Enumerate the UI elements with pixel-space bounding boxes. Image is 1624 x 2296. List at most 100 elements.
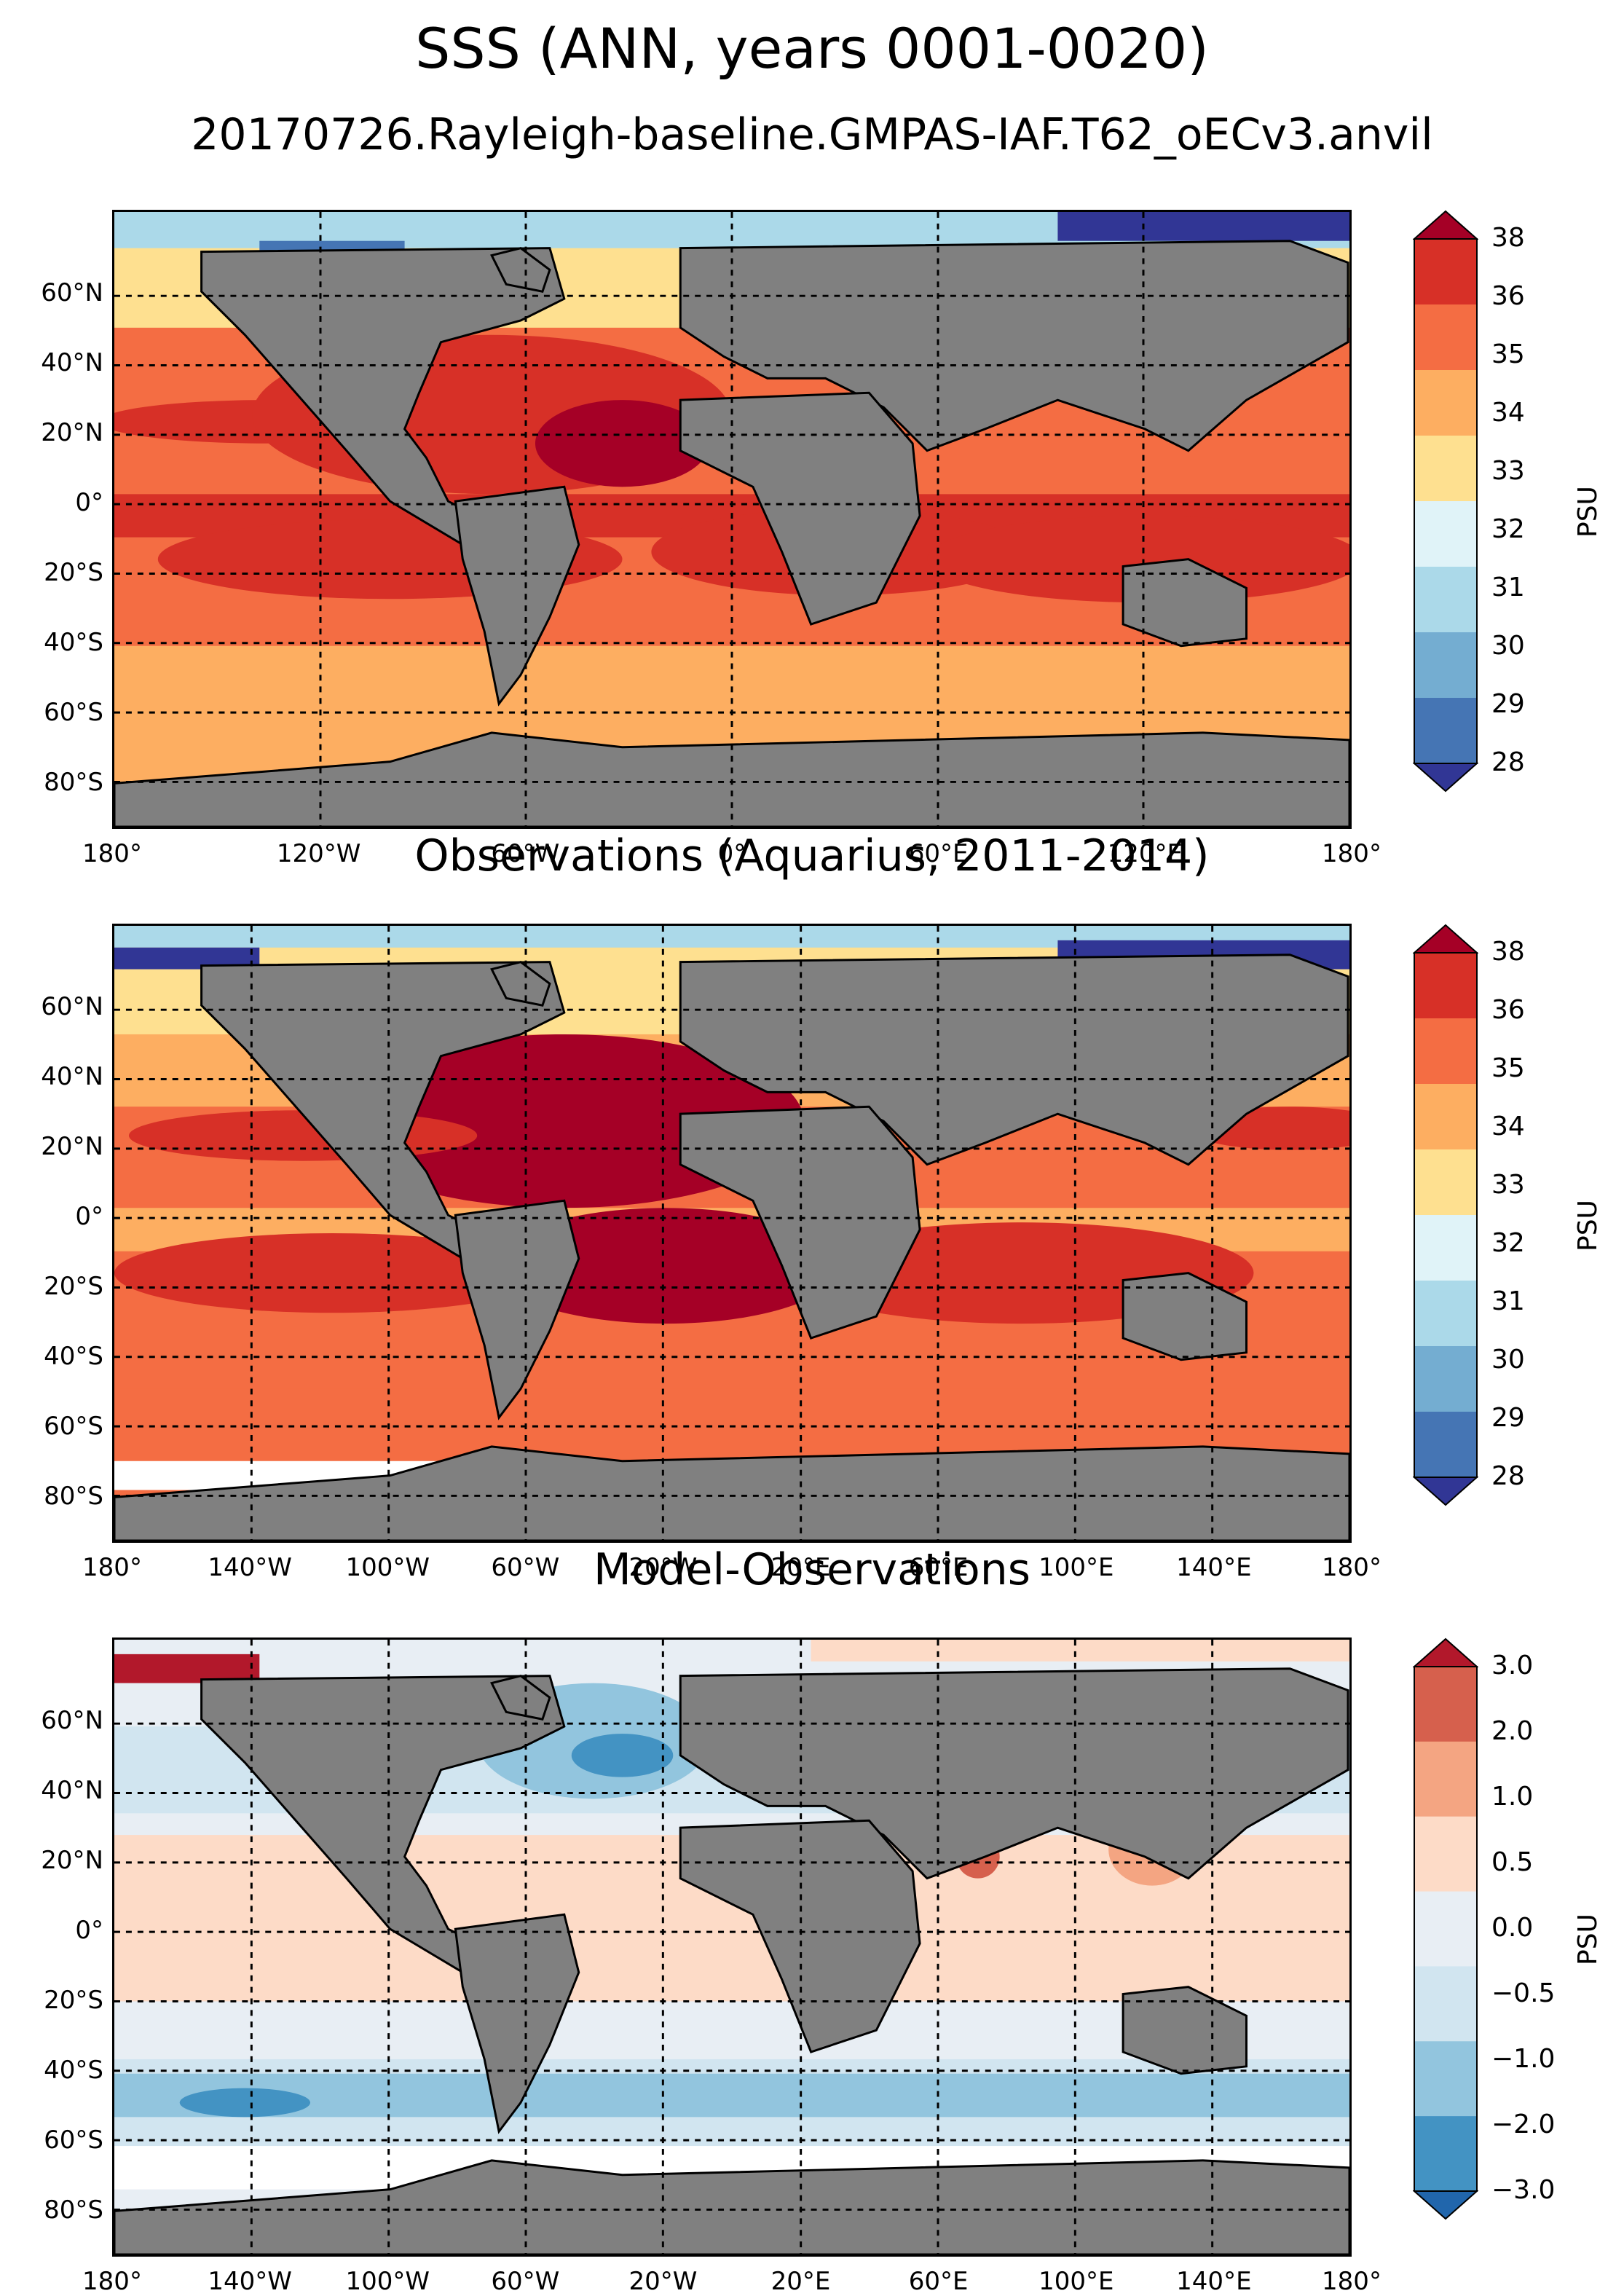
latitude-tick-label: 20°S <box>44 1272 103 1301</box>
longitude-tick-label: 100°W <box>345 2267 430 2296</box>
longitude-tick-label: 60°E <box>908 1553 969 1582</box>
colorbar-tick-label: 3.0 <box>1491 1651 1534 1680</box>
colorbar-tick-label: −1.0 <box>1491 2044 1556 2074</box>
colorbar-outline <box>1414 238 1478 764</box>
model-sss-map <box>112 210 1352 829</box>
colorbar-tick-label: 33 <box>1491 1170 1525 1200</box>
colorbar-swatch <box>1414 1149 1477 1216</box>
bias-sss-field <box>114 1640 1349 2254</box>
colorbar-tick-label: 32 <box>1491 514 1525 544</box>
longitude-tick-label: 60°E <box>908 2267 969 2296</box>
colorbar-swatch <box>1414 1346 1477 1412</box>
latitude-tick-label: 20°N <box>41 418 103 447</box>
colorbar-swatch <box>1412 210 1479 240</box>
colorbar-tick-label: 0.5 <box>1491 1847 1534 1877</box>
colorbar-tick-label: 1.0 <box>1491 1782 1534 1812</box>
latitude-tick-label: 60°S <box>44 698 103 727</box>
colorbar-swatch <box>1412 2190 1479 2220</box>
longitude-tick-label: 180° <box>82 1553 142 1582</box>
colorbar-tick-label: 33 <box>1491 456 1525 486</box>
colorbar-swatch <box>1414 1667 1477 1742</box>
longitude-tick-label: 140°W <box>208 1553 292 1582</box>
longitude-tick-label: 100°E <box>1038 2267 1114 2296</box>
latitude-tick-label: 0° <box>75 1202 103 1231</box>
colorbar-swatch <box>1414 370 1477 436</box>
colorbar-tick-label: 29 <box>1491 689 1525 719</box>
figure-title: SSS (ANN, years 0001-0020) <box>415 16 1209 81</box>
longitude-tick-label: 140°E <box>1176 1553 1252 1582</box>
latitude-tick-label: 40°N <box>41 1062 103 1091</box>
longitude-tick-label: 20°E <box>770 1553 831 1582</box>
colorbar-outline <box>1414 1666 1478 2192</box>
colorbar-tick-label: 28 <box>1491 1461 1525 1491</box>
latitude-tick-label: 60°N <box>41 992 103 1021</box>
colorbar-units-label: PSU <box>1573 486 1603 538</box>
colorbar-swatch <box>1412 1477 1479 1506</box>
colorbar-tick-label: 36 <box>1491 995 1525 1025</box>
colorbar-tick-label: 34 <box>1491 1112 1525 1141</box>
longitude-tick-label: 100°W <box>345 1553 430 1582</box>
longitude-tick-label: 140°W <box>208 2267 292 2296</box>
colorbar-outline <box>1414 952 1478 1478</box>
colorbar-tick-label: 38 <box>1491 937 1525 967</box>
longitude-tick-label: 140°E <box>1176 2267 1252 2296</box>
longitude-tick-label: 180° <box>82 2267 142 2296</box>
colorbar-swatch <box>1414 1741 1477 1817</box>
colorbar-tick-label: 30 <box>1491 631 1525 661</box>
colorbar-swatch <box>1414 1816 1477 1892</box>
longitude-tick-label: 0° <box>717 839 746 868</box>
latitude-tick-label: 80°S <box>44 768 103 797</box>
latitude-tick-label: 80°S <box>44 1482 103 1511</box>
latitude-tick-label: 80°S <box>44 2195 103 2225</box>
latitude-tick-label: 40°S <box>44 628 103 657</box>
colorbar-swatch <box>1414 1281 1477 1347</box>
colorbar-swatch <box>1414 632 1477 699</box>
colorbar-tick-label: 30 <box>1491 1345 1525 1375</box>
latitude-tick-label: 0° <box>75 1916 103 1945</box>
colorbar-tick-label: 35 <box>1491 1053 1525 1083</box>
colorbar-swatches <box>1412 924 1479 1506</box>
latitude-tick-label: 60°S <box>44 1412 103 1441</box>
figure-subtitle: 20170726.Rayleigh-baseline.GMPAS-IAF.T62… <box>191 109 1433 160</box>
bias-sss-map <box>112 1638 1352 2257</box>
latitude-tick-label: 40°N <box>41 348 103 377</box>
model-sss-field <box>114 212 1349 827</box>
longitude-tick-label: 180° <box>1322 2267 1381 2296</box>
colorbar-tick-label: −3.0 <box>1491 2175 1556 2205</box>
latitude-tick-label: 60°S <box>44 2126 103 2155</box>
latitude-tick-label: 40°N <box>41 1776 103 1805</box>
colorbar-swatch <box>1414 1891 1477 1967</box>
colorbar-tick-label: 31 <box>1491 1286 1525 1316</box>
colorbar-swatch <box>1412 763 1479 793</box>
colorbar-swatch <box>1414 501 1477 567</box>
longitude-tick-label: 180° <box>1322 839 1381 868</box>
bias-colorbar <box>1412 1638 1479 2220</box>
colorbar-swatch <box>1414 1084 1477 1150</box>
longitude-tick-label: 60°E <box>908 839 969 868</box>
colorbar-swatch <box>1414 567 1477 633</box>
colorbar-tick-label: 29 <box>1491 1403 1525 1433</box>
longitude-tick-label: 180° <box>82 839 142 868</box>
longitude-tick-label: 180° <box>1322 1553 1381 1582</box>
latitude-tick-label: 0° <box>75 488 103 517</box>
longitude-tick-label: 100°E <box>1038 1553 1114 1582</box>
longitude-tick-label: 20°W <box>628 2267 698 2296</box>
colorbar-swatch <box>1414 1412 1477 1478</box>
latitude-tick-label: 20°N <box>41 1132 103 1161</box>
colorbar-swatch <box>1414 698 1477 764</box>
colorbar-tick-label: −2.0 <box>1491 2110 1556 2139</box>
colorbar-swatch <box>1412 924 1479 954</box>
colorbar-swatch <box>1414 239 1477 305</box>
longitude-tick-label: 120°E <box>1107 839 1183 868</box>
colorbar-swatch <box>1414 1018 1477 1085</box>
model-colorbar <box>1412 210 1479 793</box>
latitude-tick-label: 40°S <box>44 1342 103 1371</box>
colorbar-tick-label: 36 <box>1491 281 1525 311</box>
colorbar-swatches <box>1412 1638 1479 2220</box>
colorbar-tick-label: 0.0 <box>1491 1913 1534 1943</box>
colorbar-swatch <box>1414 436 1477 502</box>
observations-panel-title: Observations (Aquarius, 2011-2014) <box>414 830 1210 881</box>
colorbar-tick-label: 28 <box>1491 747 1525 777</box>
colorbar-tick-label: 32 <box>1491 1228 1525 1258</box>
colorbar-swatches <box>1412 210 1479 793</box>
